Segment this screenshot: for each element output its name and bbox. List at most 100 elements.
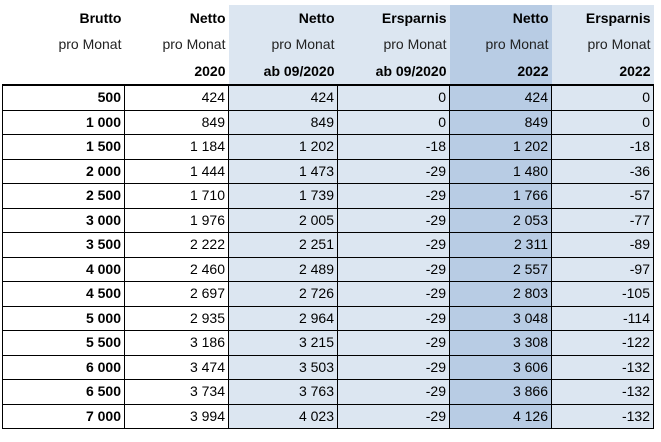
cell-ersparnis-sep2020: -29 <box>337 379 450 405</box>
cell-ersparnis-2022: -122 <box>551 330 654 356</box>
cell-netto-2022: 4 126 <box>449 403 552 429</box>
cell-netto-2020: 2 935 <box>124 305 229 331</box>
cell-netto-sep2020: 3 763 <box>228 379 338 405</box>
cell-ersparnis-2022: -77 <box>551 207 654 233</box>
cell-brutto: 1 500 <box>2 134 125 160</box>
header-netto-2022-title: Netto <box>449 5 552 31</box>
cell-ersparnis-2022: -57 <box>551 183 654 209</box>
cell-netto-2022: 424 <box>449 84 552 111</box>
header-netto-2022-period: 2022 <box>449 57 552 86</box>
table-row: 2 000 1 444 1 473 -29 1 480 -36 <box>2 158 654 184</box>
header-netto-2020-subtitle: pro Monat <box>162 36 226 52</box>
table-row: 3 000 1 976 2 005 -29 2 053 -77 <box>2 207 654 233</box>
header-brutto-title: Brutto <box>79 10 122 26</box>
cell-netto-2020: 1 444 <box>124 158 229 184</box>
cell-ersparnis-sep2020: -29 <box>337 305 450 331</box>
cell-netto-2022: 3 866 <box>449 379 552 405</box>
cell-netto-2020: 2 222 <box>124 232 229 258</box>
cell-netto-sep2020: 2 726 <box>228 281 338 307</box>
cell-netto-2020: 3 186 <box>124 330 229 356</box>
header-brutto-subtitle: pro Monat <box>58 36 122 52</box>
cell-netto-2020: 3 474 <box>124 354 229 380</box>
cell-ersparnis-2022: -114 <box>551 305 654 331</box>
cell-ersparnis-2022: -97 <box>551 256 654 282</box>
table-row: 1 000 849 849 0 849 0 <box>2 109 654 135</box>
cell-netto-sep2020: 3 503 <box>228 354 338 380</box>
cell-ersparnis-sep2020: -29 <box>337 207 450 233</box>
cell-ersparnis-2022: -132 <box>551 379 654 405</box>
cell-brutto: 6 500 <box>2 379 125 405</box>
cell-netto-2022: 1 202 <box>449 134 552 160</box>
cell-netto-2020: 1 184 <box>124 134 229 160</box>
cell-brutto: 5 500 <box>2 330 125 356</box>
table-body: 500 424 424 0 424 0 1 000 849 849 0 849 0 1 500 1 184… <box>2 84 654 429</box>
cell-brutto: 2 500 <box>2 183 125 209</box>
cell-netto-2022: 2 803 <box>449 281 552 307</box>
cell-ersparnis-sep2020: -29 <box>337 158 450 184</box>
cell-ersparnis-sep2020: -29 <box>337 232 450 258</box>
table-row: 7 000 3 994 4 023 -29 4 126 -132 <box>2 403 654 429</box>
cell-netto-2020: 2 697 <box>124 281 229 307</box>
table-row: 6 500 3 734 3 763 -29 3 866 -132 <box>2 379 654 405</box>
cell-netto-2022: 3 048 <box>449 305 552 331</box>
header-ersparnis-2022-subtitle: pro Monat <box>551 31 654 57</box>
cell-netto-2022: 3 606 <box>449 354 552 380</box>
cell-netto-sep2020: 1 739 <box>228 183 338 209</box>
header-netto-sep2020-subtitle: pro Monat <box>228 31 338 57</box>
cell-ersparnis-sep2020: 0 <box>337 109 450 135</box>
cell-netto-sep2020: 1 202 <box>228 134 338 160</box>
cell-netto-sep2020: 2 964 <box>228 305 338 331</box>
header-ersparnis-sep2020-subtitle: pro Monat <box>337 31 450 57</box>
cell-brutto: 1 000 <box>2 109 125 135</box>
cell-brutto: 7 000 <box>2 403 125 429</box>
cell-netto-sep2020: 1 473 <box>228 158 338 184</box>
header-netto-2020-period: 2020 <box>124 57 229 86</box>
table-row: 5 000 2 935 2 964 -29 3 048 -114 <box>2 305 654 331</box>
cell-ersparnis-sep2020: -29 <box>337 403 450 429</box>
cell-netto-sep2020: 424 <box>228 84 338 111</box>
table-row: 4 000 2 460 2 489 -29 2 557 -97 <box>2 256 654 282</box>
header-netto-sep2020-title: Netto <box>228 5 338 31</box>
cell-netto-sep2020: 2 251 <box>228 232 338 258</box>
cell-brutto: 6 000 <box>2 354 125 380</box>
cell-ersparnis-2022: -36 <box>551 158 654 184</box>
salary-comparison-table: Brutto Netto Netto Ersparnis Netto Erspa… <box>2 5 654 429</box>
cell-ersparnis-sep2020: -29 <box>337 281 450 307</box>
cell-ersparnis-sep2020: -18 <box>337 134 450 160</box>
cell-netto-2020: 849 <box>124 109 229 135</box>
cell-brutto: 3 000 <box>2 207 125 233</box>
cell-ersparnis-sep2020: -29 <box>337 183 450 209</box>
cell-ersparnis-2022: -89 <box>551 232 654 258</box>
cell-ersparnis-2022: -18 <box>551 134 654 160</box>
table-row: 500 424 424 0 424 0 <box>2 84 654 111</box>
cell-ersparnis-2022: -105 <box>551 281 654 307</box>
cell-netto-2022: 849 <box>449 109 552 135</box>
cell-netto-2020: 3 734 <box>124 379 229 405</box>
cell-brutto: 3 500 <box>2 232 125 258</box>
cell-netto-2022: 3 308 <box>449 330 552 356</box>
header-ersparnis-2022-period: 2022 <box>551 57 654 86</box>
cell-brutto: 2 000 <box>2 158 125 184</box>
cell-netto-sep2020: 849 <box>228 109 338 135</box>
cell-ersparnis-2022: 0 <box>551 84 654 111</box>
cell-ersparnis-sep2020: 0 <box>337 84 450 111</box>
cell-ersparnis-sep2020: -29 <box>337 330 450 356</box>
cell-netto-2020: 2 460 <box>124 256 229 282</box>
cell-netto-2022: 1 766 <box>449 183 552 209</box>
cell-netto-2022: 1 480 <box>449 158 552 184</box>
cell-brutto: 4 000 <box>2 256 125 282</box>
cell-netto-sep2020: 2 005 <box>228 207 338 233</box>
table-row: 2 500 1 710 1 739 -29 1 766 -57 <box>2 183 654 209</box>
cell-brutto: 500 <box>2 84 125 111</box>
cell-netto-2020: 1 976 <box>124 207 229 233</box>
cell-netto-sep2020: 4 023 <box>228 403 338 429</box>
cell-netto-2022: 2 557 <box>449 256 552 282</box>
table-row: 3 500 2 222 2 251 -29 2 311 -89 <box>2 232 654 258</box>
cell-ersparnis-2022: -132 <box>551 403 654 429</box>
cell-ersparnis-sep2020: -29 <box>337 354 450 380</box>
table-row: 6 000 3 474 3 503 -29 3 606 -132 <box>2 354 654 380</box>
cell-netto-sep2020: 2 489 <box>228 256 338 282</box>
cell-netto-2020: 3 994 <box>124 403 229 429</box>
header-netto-2022-subtitle: pro Monat <box>449 31 552 57</box>
header-netto-sep2020-period: ab 09/2020 <box>228 57 338 86</box>
